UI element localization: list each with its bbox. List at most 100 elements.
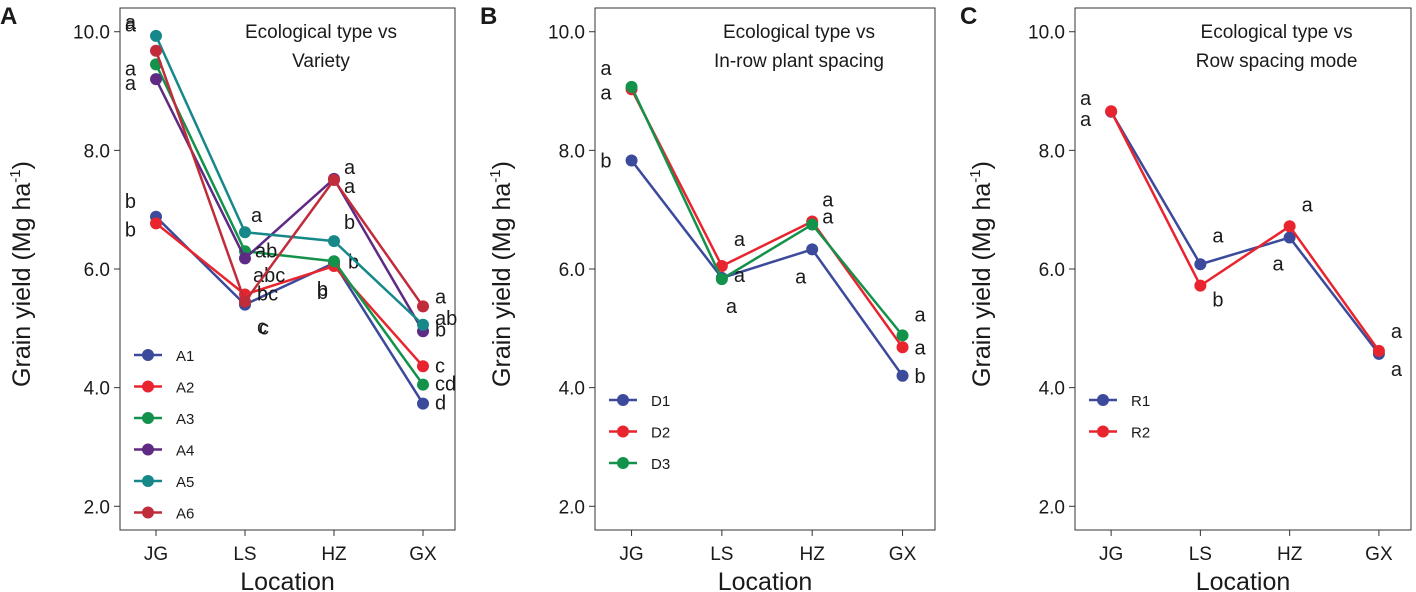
series-line	[155, 222, 424, 368]
chart-title-line: In-row plant spacing	[714, 51, 884, 72]
series-line	[154, 78, 425, 332]
plot-frame	[1074, 7, 1412, 531]
y-tick-label: 2.0	[559, 497, 585, 518]
x-tick-label: JG	[144, 544, 168, 565]
x-tick-label: LS	[233, 544, 256, 565]
series-line	[154, 63, 425, 386]
data-point	[1283, 220, 1296, 233]
data-point	[715, 260, 728, 273]
data-point	[625, 80, 638, 93]
significance-label: c	[259, 318, 269, 340]
x-axis-title: Location	[1196, 568, 1291, 592]
x-axis-title: Location	[718, 568, 813, 592]
significance-label: b	[915, 366, 926, 388]
x-axis-title: Location	[240, 568, 335, 592]
significance-label: a	[734, 265, 746, 287]
legend-label: A4	[176, 443, 194, 460]
data-point	[417, 378, 430, 391]
x-tick-label: HZ	[1277, 544, 1303, 565]
series-a5: aa bab	[125, 12, 457, 331]
significance-label: a	[795, 266, 807, 288]
data-point	[1194, 279, 1207, 292]
x-tick-label: GX	[1365, 544, 1393, 565]
data-point	[1372, 344, 1385, 357]
series-line	[630, 88, 904, 349]
panel-c: C 2.0 4.0 6.0 8.0 10.0 JG LS HZ GX Location Grain y…	[960, 3, 1412, 592]
significance-label: b	[317, 282, 328, 304]
legend-key-point	[142, 475, 154, 487]
series-r1: a a a a	[1080, 105, 1403, 381]
data-point	[150, 44, 163, 57]
significance-label: cd	[435, 374, 456, 396]
legend-key-point	[142, 412, 154, 424]
x-tick-label: JG	[1099, 544, 1123, 565]
significance-label: c	[435, 355, 445, 377]
significance-label: a	[1302, 194, 1314, 216]
y-tick-label: 6.0	[559, 260, 585, 281]
significance-label: a	[1391, 321, 1403, 343]
significance-label: b	[344, 212, 355, 234]
data-point	[327, 174, 340, 187]
significance-label: a	[1212, 225, 1224, 247]
significance-label: a	[915, 304, 927, 326]
series-line	[154, 50, 425, 308]
data-point	[417, 300, 430, 313]
series-line	[630, 159, 904, 377]
legend-label: D1	[651, 393, 670, 410]
plot-frame	[594, 7, 936, 531]
significance-label: a	[125, 12, 137, 34]
data-point	[150, 217, 163, 230]
panel-b: B 2.0 4.0 6.0 8.0 10.0 JG LS HZ GX Location Grain y…	[480, 3, 936, 592]
significance-label: a	[822, 207, 834, 229]
y-axis-title: Grain yield (Mg ha-1)	[7, 161, 36, 387]
y-tick-label: 10.0	[73, 23, 110, 44]
data-point	[417, 360, 430, 373]
legend-key-point	[1097, 394, 1109, 406]
legend: A1 A2 A3 A4 A5 A6	[134, 348, 194, 523]
legend-label: A3	[176, 411, 194, 428]
panel-a: A 2.0 4.0 6.0 8.0 10.0 JG LS HZ GX Location Grain y…	[0, 3, 457, 592]
legend-label: R2	[1131, 425, 1150, 442]
x-tick-label: GX	[889, 544, 917, 565]
data-point	[238, 226, 251, 239]
series-d3: a a a a	[600, 58, 927, 342]
legend-label: D2	[651, 425, 670, 442]
legend-key-point	[142, 380, 154, 393]
significance-label: ab	[435, 308, 457, 330]
legend-key-point	[142, 506, 154, 519]
significance-label: a	[1080, 109, 1092, 131]
plot-frame	[119, 7, 456, 531]
significance-label: b	[600, 150, 611, 172]
chart-title-line: Row spacing mode	[1196, 51, 1358, 72]
legend-label: A5	[176, 474, 194, 491]
series-d2: a a a a	[600, 82, 926, 359]
x-tick-label: HZ	[800, 544, 826, 565]
y-tick-label: 6.0	[84, 260, 110, 281]
series-line	[154, 35, 424, 326]
data-point	[150, 73, 163, 86]
series-line	[1110, 111, 1380, 355]
y-tick-label: 4.0	[559, 379, 585, 400]
significance-label: bc	[257, 284, 278, 306]
significance-label: b	[125, 219, 136, 241]
panel-letter: A	[0, 3, 17, 30]
y-tick-label: 6.0	[1039, 260, 1065, 281]
significance-label: a	[125, 58, 137, 80]
data-point	[1283, 231, 1296, 244]
significance-label: a	[600, 58, 612, 80]
panel-letter: C	[960, 3, 977, 30]
significance-label: b	[435, 319, 446, 341]
data-point	[1194, 258, 1207, 271]
data-point	[327, 235, 340, 248]
significance-label: b	[317, 279, 328, 301]
data-point	[417, 318, 430, 331]
data-point	[896, 329, 909, 342]
data-point	[806, 218, 819, 231]
data-point	[625, 154, 638, 167]
legend: D1 D2 D3	[609, 393, 670, 473]
y-tick-label: 10.0	[548, 23, 585, 44]
data-point	[1105, 105, 1118, 118]
